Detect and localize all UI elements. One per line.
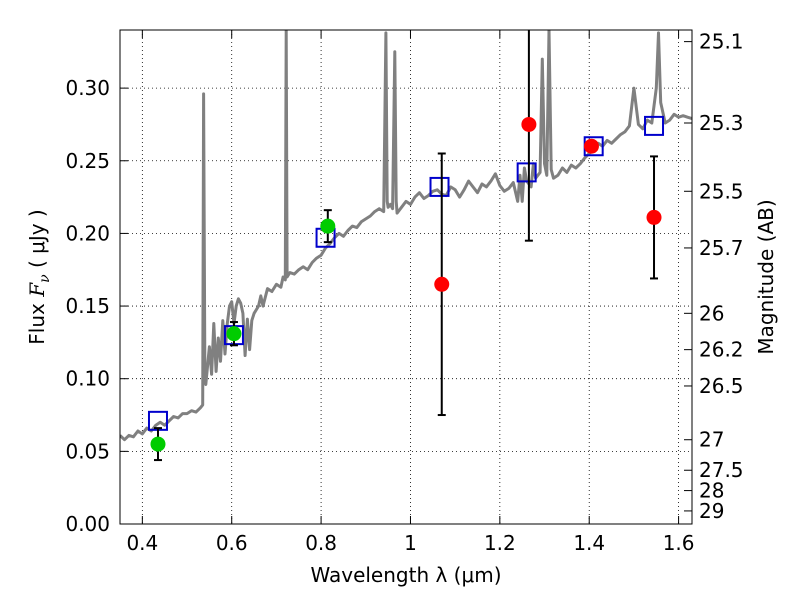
magnitude-tick-label: 26.2: [699, 338, 744, 362]
model-spectrum-line: [120, 30, 692, 442]
observed-point: [320, 218, 336, 234]
magnitude-tick-label: 26: [699, 301, 724, 325]
magnitude-tick-label: 26.5: [699, 374, 744, 398]
observed-point: [521, 116, 537, 132]
magnitude-tick-label: 27.5: [699, 458, 744, 482]
marker-layer: [147, 30, 665, 462]
observed-point: [646, 209, 662, 225]
magnitude-tick-label: 25.5: [699, 179, 744, 203]
y-tick-label: 0.25: [65, 149, 110, 173]
y-tick-label: 0.20: [65, 221, 110, 245]
x-tick-label: 0.8: [305, 531, 337, 555]
observed-point: [226, 326, 242, 342]
y-tick-label: 0.05: [65, 439, 110, 463]
magnitude-tick-label: 27: [699, 428, 724, 452]
model-photometry-square: [644, 115, 665, 136]
observed-point: [150, 436, 166, 452]
y-tick-label: 0.30: [65, 76, 110, 100]
x-axis-label: Wavelength λ (μm): [310, 563, 501, 587]
model-spectrum-layer: [120, 30, 692, 442]
x-tick-label: 1: [404, 531, 417, 555]
x-tick-label: 1.6: [663, 531, 695, 555]
magnitude-tick-label: 28: [699, 479, 724, 503]
x-tick-label: 0.6: [216, 531, 248, 555]
axes: 0.4 0.6 0.8 1 1.2 1.4 1.6 0.00 0.05 0.10 0.15 0.20 0…: [65, 29, 744, 555]
y-tick-label: 0.10: [65, 367, 110, 391]
y-tick-label: 0.15: [65, 294, 110, 318]
magnitude-tick-label: 25.3: [699, 111, 744, 135]
model-photometry-square: [429, 176, 450, 197]
y-axis-label-right: Magnitude (AB): [754, 199, 778, 354]
x-tick-label: 1.2: [484, 531, 516, 555]
x-tick-label: 0.4: [126, 531, 158, 555]
magnitude-tick-label: 25.1: [699, 30, 744, 54]
magnitude-tick-label: 29: [699, 499, 724, 523]
observed-point: [434, 276, 450, 292]
y-axis-label-left: Flux Fν ( μJy ): [25, 209, 53, 344]
plot-frame: [119, 29, 693, 525]
x-tick-label: 1.4: [573, 531, 605, 555]
magnitude-tick-label: 25.7: [699, 236, 744, 260]
y-tick-label: 0.00: [65, 512, 110, 536]
observed-point: [583, 138, 599, 154]
model-photometry-square: [516, 162, 537, 183]
